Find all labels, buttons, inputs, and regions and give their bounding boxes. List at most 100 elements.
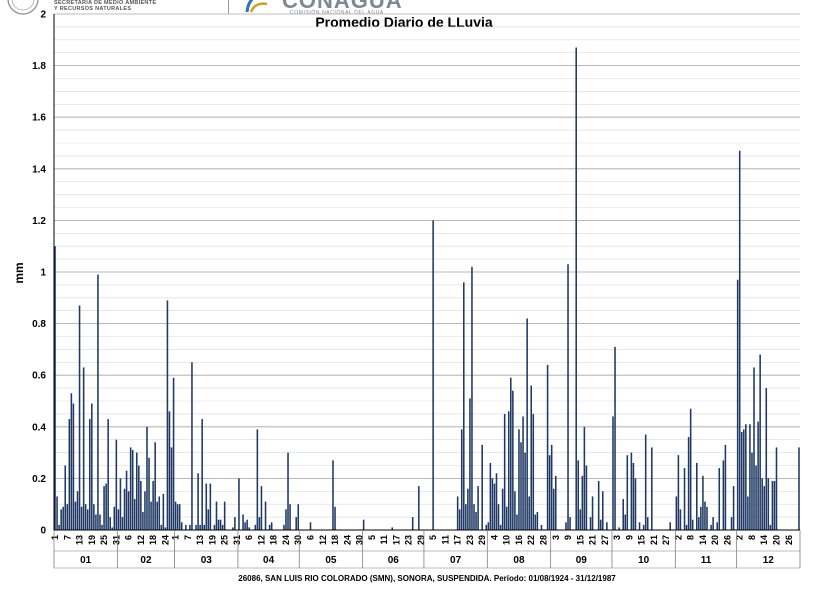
x-tick-label: 30 [355, 535, 365, 545]
x-tick-label: 19 [87, 535, 97, 545]
bar-day [209, 483, 212, 530]
bar-day [765, 388, 768, 530]
bar-day [115, 439, 118, 530]
bar-day [575, 47, 577, 530]
bar-day [679, 509, 682, 530]
bar-day [499, 524, 502, 530]
bar-day [180, 522, 183, 530]
bar-day [767, 478, 770, 530]
x-tick-label: 9 [563, 535, 573, 540]
bar-day [150, 501, 152, 530]
bar-day [761, 478, 763, 530]
bar-day [467, 488, 469, 530]
month-label: 12 [763, 555, 775, 566]
bar-day [463, 282, 465, 530]
bar-day [289, 504, 291, 530]
bar-day [460, 429, 463, 530]
bar-day [505, 506, 508, 530]
x-tick-label: 9 [624, 535, 634, 540]
bar-day [54, 246, 56, 530]
bar-day [512, 390, 514, 530]
bar-day [591, 496, 594, 530]
bar-day [191, 362, 193, 530]
bar-day [121, 517, 124, 530]
bar-day [698, 517, 700, 530]
bar-day [131, 450, 134, 530]
chart-title: Promedio Diario de LLuvia [315, 14, 493, 30]
bar-day [716, 522, 719, 530]
bar-day [203, 524, 205, 530]
bar-day [569, 517, 571, 530]
bar-day [129, 447, 132, 530]
bar-day [76, 491, 79, 530]
bar-day [548, 455, 551, 530]
x-tick-label: 31 [232, 535, 242, 545]
y-tick-label: 1.2 [32, 216, 46, 227]
bar-day [567, 264, 569, 530]
x-tick-label: 15 [575, 535, 585, 545]
bar-day [743, 429, 745, 530]
bar-day [418, 486, 420, 530]
bar-day [174, 501, 177, 530]
bar-day [72, 403, 75, 530]
month-label: 09 [576, 555, 588, 566]
bar-day [669, 522, 671, 530]
bar-day [489, 462, 492, 530]
conagua-logo-icon [245, 0, 268, 13]
bar-day [530, 385, 533, 530]
bar-day [123, 488, 126, 530]
bar-day [68, 419, 71, 530]
y-tick-label: 1.8 [32, 61, 46, 72]
bar-day [84, 504, 87, 530]
month-label: 10 [638, 555, 650, 566]
mexico-seal-icon [7, 0, 39, 15]
y-axis-label: mm [12, 262, 26, 283]
y-tick-label: 2 [40, 10, 46, 21]
bar-day [465, 504, 467, 530]
x-tick-label: 1 [171, 535, 181, 540]
x-tick-label: 25 [220, 535, 230, 545]
x-tick-label: 2 [673, 535, 683, 540]
bar-day [58, 524, 60, 530]
bar-day [95, 514, 97, 530]
x-tick-label: 12 [136, 535, 146, 545]
bar-day [722, 460, 725, 530]
bar-day [162, 493, 165, 530]
bar-day [62, 506, 64, 530]
y-tick-label: 0 [40, 526, 46, 537]
x-tick-label: 10 [502, 535, 512, 545]
bar-day [160, 524, 163, 530]
bar-day [238, 478, 240, 530]
bar-day [757, 421, 759, 530]
bar-day [201, 419, 203, 530]
bar-day [691, 519, 694, 530]
bar-day [254, 524, 257, 530]
x-tick-label: 7 [183, 535, 193, 540]
bar-day [736, 279, 739, 530]
bar-day [93, 504, 95, 530]
bar-day [111, 527, 114, 530]
x-tick-label: 1 [50, 535, 60, 540]
bar-day [362, 519, 365, 530]
bar-day [97, 274, 99, 530]
x-tick-label: 26 [784, 535, 794, 545]
bar-day [773, 480, 776, 530]
bar-day [195, 524, 197, 530]
x-tick-label: 21 [588, 535, 598, 545]
bar-day [487, 522, 490, 530]
bar-day [475, 511, 477, 530]
bar-day [501, 488, 504, 530]
bar-day [117, 509, 120, 530]
bar-day [638, 522, 641, 530]
bar-day [152, 480, 154, 530]
bar-day [683, 468, 686, 530]
bar-day [675, 496, 678, 530]
bar-day [127, 491, 130, 530]
month-label: 06 [388, 555, 400, 566]
bar-day [554, 475, 557, 530]
header-divider [228, 0, 229, 14]
bar-day [634, 478, 637, 530]
x-tick-label: 3 [551, 535, 561, 540]
bar-day [685, 524, 688, 530]
